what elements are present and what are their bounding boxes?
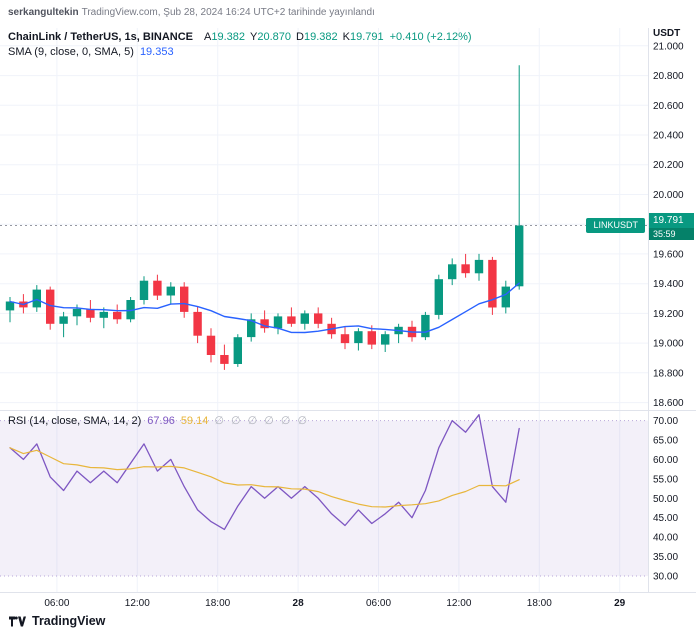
- price-tick-label[interactable]: 18.800: [653, 368, 684, 379]
- ohlc-close: K19.791: [342, 31, 384, 43]
- candle-body[interactable]: [206, 335, 216, 355]
- sma-legend: SMA (9, close, 0, SMA, 5) 19.353: [8, 46, 174, 58]
- rsi-tick-label[interactable]: 35.00: [653, 552, 678, 563]
- price-tick-label[interactable]: 20.800: [653, 71, 684, 82]
- candle-body[interactable]: [247, 319, 256, 338]
- candle-body[interactable]: [193, 311, 202, 336]
- rsi-ma-line: [9, 447, 520, 508]
- candle-body[interactable]: [300, 313, 309, 324]
- rsi-band: [0, 420, 648, 577]
- publish-info: serkangultekin TradingView.com, Şub 28, 2…: [8, 7, 375, 18]
- symbol-legend: ChainLink / TetherUS, 1s, BINANCE A19.382…: [8, 31, 472, 43]
- price-tick-label[interactable]: 20.000: [653, 190, 684, 201]
- rsi-ma-value: 59.14: [180, 415, 209, 427]
- candle-body[interactable]: [273, 316, 283, 329]
- last-price-badge: 19.791 35:59: [649, 212, 694, 240]
- candle-body[interactable]: [434, 279, 443, 315]
- tradingview-logo-icon[interactable]: [8, 615, 27, 628]
- bar-countdown: 35:59: [649, 227, 694, 240]
- candle-body[interactable]: [72, 308, 82, 317]
- rsi-tick-label[interactable]: 70.00: [653, 416, 678, 427]
- candle-body[interactable]: [354, 331, 363, 344]
- candle-body[interactable]: [5, 301, 15, 311]
- publish-text: TradingView.com, Şub 28, 2024 16:24 UTC+…: [81, 7, 375, 18]
- price-tick-label[interactable]: 21.000: [653, 41, 684, 52]
- candle-body[interactable]: [367, 331, 376, 345]
- axis-currency-label[interactable]: USDT: [653, 28, 681, 39]
- candle-body[interactable]: [113, 311, 122, 320]
- ohlc-open: A19.382: [204, 31, 245, 43]
- symbol-title[interactable]: ChainLink / TetherUS, 1s, BINANCE: [8, 31, 193, 43]
- sma-value: 19.353: [139, 46, 174, 58]
- price-tick-label[interactable]: 19.200: [653, 309, 684, 320]
- time-tick-label[interactable]: 28: [293, 598, 305, 609]
- ohlc-high: Y20.870: [250, 31, 291, 43]
- candle-body[interactable]: [474, 259, 484, 274]
- candle-body[interactable]: [180, 286, 189, 312]
- candle-body[interactable]: [314, 313, 323, 324]
- candle-body[interactable]: [99, 311, 108, 318]
- publish-username[interactable]: serkangultekin: [8, 7, 79, 18]
- candle-body[interactable]: [287, 316, 296, 324]
- candle-body[interactable]: [153, 280, 162, 296]
- rsi-label[interactable]: RSI (14, close, SMA, 14, 2): [8, 415, 142, 427]
- footer-bar: TradingView: [0, 610, 696, 632]
- candle-body[interactable]: [381, 334, 390, 345]
- candle-body[interactable]: [488, 259, 497, 308]
- sma-line: [9, 282, 520, 334]
- rsi-tick-label[interactable]: 50.00: [653, 494, 678, 505]
- candle-body[interactable]: [461, 264, 470, 274]
- candle-body[interactable]: [515, 225, 524, 287]
- candle-body[interactable]: [340, 334, 350, 344]
- time-tick-label[interactable]: 29: [614, 598, 626, 609]
- price-change: +0.410 (+2.12%): [389, 31, 472, 43]
- rsi-empty-values: ∅ ∅ ∅ ∅ ∅ ∅: [214, 415, 310, 427]
- time-tick-label[interactable]: 06:00: [366, 598, 391, 609]
- candle-body[interactable]: [220, 355, 229, 364]
- time-tick-label[interactable]: 12:00: [446, 598, 471, 609]
- price-tick-label[interactable]: 20.600: [653, 101, 684, 112]
- price-tick-label[interactable]: 20.400: [653, 131, 684, 142]
- last-price-symbol-pill: LINKUSDT: [586, 217, 645, 233]
- time-tick-label[interactable]: 06:00: [44, 598, 69, 609]
- tradingview-brand[interactable]: TradingView: [32, 614, 106, 628]
- candle-body[interactable]: [421, 314, 430, 338]
- candle-body[interactable]: [260, 319, 269, 329]
- rsi-tick-label[interactable]: 60.00: [653, 455, 678, 466]
- rsi-tick-label[interactable]: 55.00: [653, 474, 678, 485]
- candle-body[interactable]: [501, 286, 510, 308]
- candle-body[interactable]: [126, 300, 135, 320]
- price-tick-label[interactable]: 19.400: [653, 279, 684, 290]
- candle-body[interactable]: [139, 280, 149, 300]
- last-price-value: 19.791: [649, 212, 694, 228]
- rsi-tick-label[interactable]: 65.00: [653, 435, 678, 446]
- ohlc-low: D19.382: [296, 31, 338, 43]
- price-tick-label[interactable]: 19.000: [653, 339, 684, 350]
- rsi-tick-label[interactable]: 30.00: [653, 572, 678, 583]
- rsi-tick-label[interactable]: 40.00: [653, 533, 678, 544]
- candle-body[interactable]: [59, 316, 68, 324]
- candle-body[interactable]: [86, 308, 95, 318]
- rsi-line: [9, 414, 520, 531]
- price-tick-label[interactable]: 19.600: [653, 249, 684, 260]
- candle-body[interactable]: [32, 289, 41, 308]
- candle-body[interactable]: [46, 289, 55, 324]
- time-tick-label[interactable]: 18:00: [205, 598, 230, 609]
- price-tick-label[interactable]: 20.200: [653, 160, 684, 171]
- price-tick-label[interactable]: 18.600: [653, 398, 684, 409]
- candle-body[interactable]: [166, 286, 175, 296]
- time-tick-label[interactable]: 18:00: [527, 598, 552, 609]
- sma-label[interactable]: SMA (9, close, 0, SMA, 5): [8, 46, 134, 58]
- candle-body[interactable]: [448, 264, 457, 280]
- time-tick-label[interactable]: 12:00: [125, 598, 150, 609]
- rsi-legend: RSI (14, close, SMA, 14, 2) 67.96 59.14 ∅ ∅…: [8, 414, 309, 427]
- candle-body[interactable]: [233, 337, 242, 364]
- rsi-value: 67.96: [147, 415, 175, 427]
- rsi-tick-label[interactable]: 45.00: [653, 513, 678, 524]
